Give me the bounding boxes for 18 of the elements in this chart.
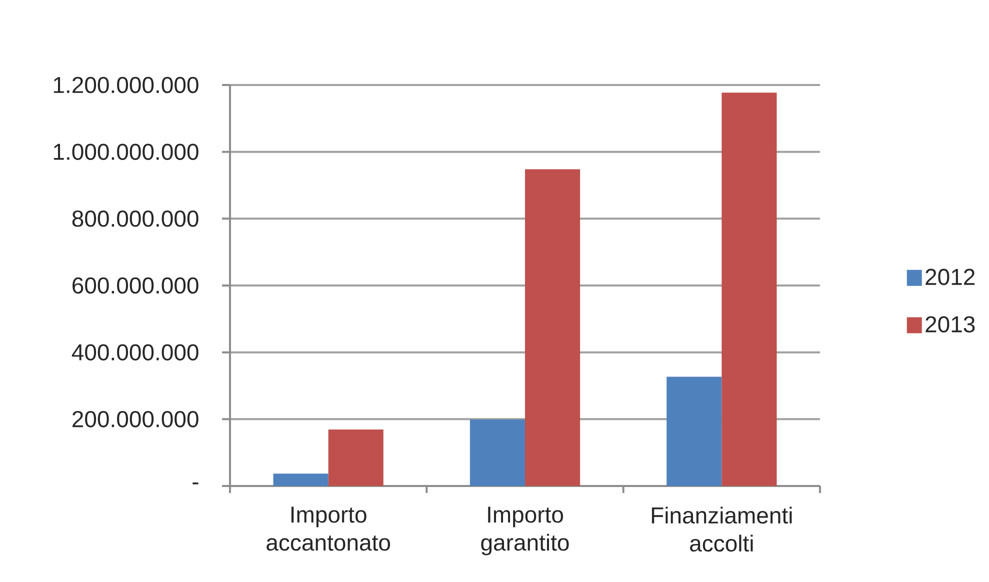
bar <box>273 474 328 486</box>
y-tick-label: 400.000.000 <box>72 344 198 360</box>
y-tick-label: - <box>192 482 198 484</box>
bar <box>328 430 384 486</box>
bar <box>722 92 777 486</box>
legend-label: 2012 <box>926 268 975 286</box>
x-tick-label: Importo accantonato <box>266 506 390 551</box>
y-tick-label: 1.000.000.000 <box>54 144 198 160</box>
bar <box>470 420 525 486</box>
y-tick-label: 200.000.000 <box>72 411 198 428</box>
legend-label: 2013 <box>926 316 975 332</box>
bar <box>666 376 722 486</box>
x-tick-label: Importo garantito <box>481 506 569 556</box>
bar <box>525 169 580 486</box>
y-tick-label: 600.000.000 <box>72 277 198 294</box>
y-tick-label: 800.000.000 <box>72 210 198 227</box>
x-tick-label: Finanziamenti accolti <box>652 506 792 552</box>
y-tick-label: 1.200.000.000 <box>54 76 198 94</box>
